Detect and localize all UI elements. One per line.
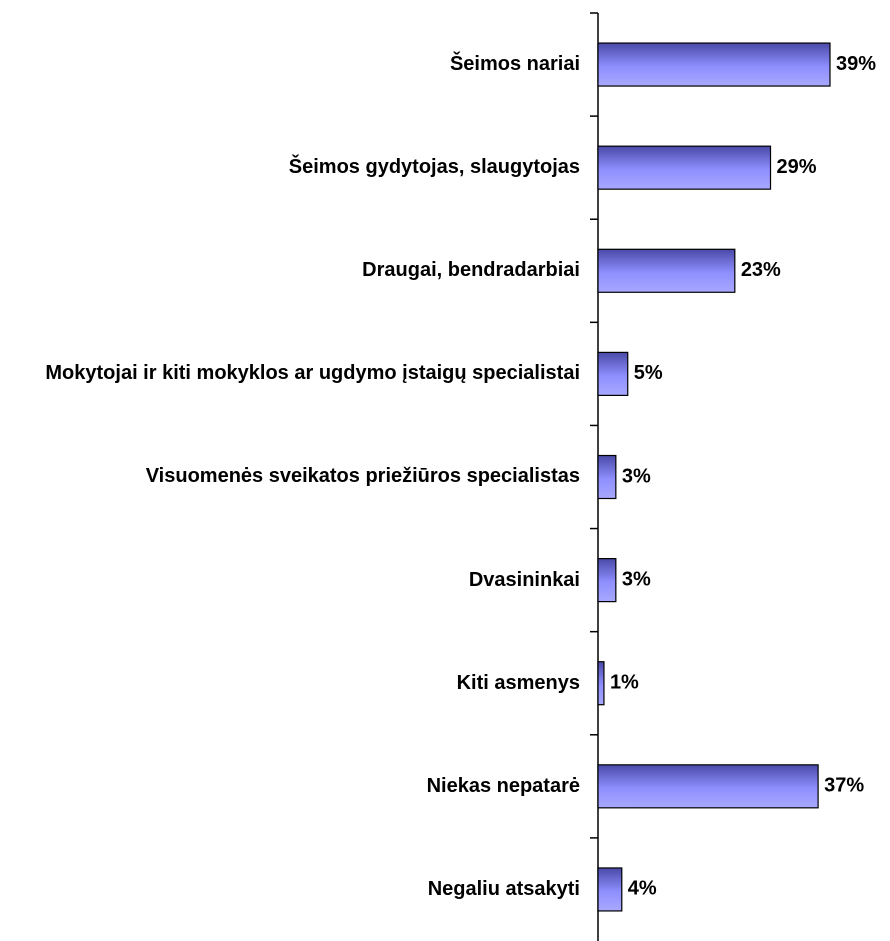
category-label: Draugai, bendradarbiai xyxy=(362,259,580,282)
value-label: 39% xyxy=(836,53,876,75)
bar xyxy=(597,558,617,603)
value-label: 23% xyxy=(741,259,781,281)
value-label: 3% xyxy=(622,568,651,590)
category-label: Šeimos gydytojas, slaugytojas xyxy=(288,156,580,179)
value-label: 4% xyxy=(628,878,657,900)
category-label: Mokytojai ir kiti mokyklos ar ugdymo įst… xyxy=(45,362,580,385)
category-label: Dvasininkai xyxy=(468,568,580,591)
bar xyxy=(597,454,617,500)
bar xyxy=(597,248,736,293)
bar xyxy=(597,867,623,912)
bar xyxy=(597,145,772,190)
category-label: Niekas nepatarė xyxy=(426,774,580,797)
category-label: Negaliu atsakyti xyxy=(427,877,580,900)
value-label: 3% xyxy=(622,465,651,487)
value-label: 5% xyxy=(634,362,663,384)
value-label: 37% xyxy=(824,775,864,797)
value-label: 1% xyxy=(610,672,639,694)
category-label: Visuomenės sveikatos priežiūros speciali… xyxy=(145,465,580,488)
bar xyxy=(597,764,819,809)
category-label: Kiti asmenys xyxy=(456,671,580,694)
bar xyxy=(597,42,831,87)
bar xyxy=(597,661,605,706)
value-label: 29% xyxy=(777,156,817,178)
category-label: Šeimos nariai xyxy=(449,53,580,76)
bar xyxy=(597,351,629,396)
